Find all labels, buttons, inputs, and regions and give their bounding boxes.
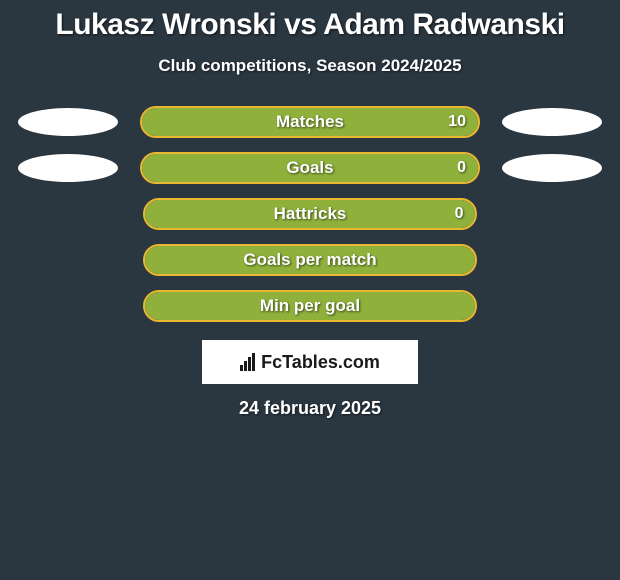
brand-box: FcTables.com (202, 340, 418, 384)
date: 24 february 2025 (0, 398, 620, 419)
stat-label: Min per goal (145, 292, 476, 320)
stat-bar: Matches10 (140, 106, 480, 138)
player-left-oval (18, 154, 118, 182)
comparison-infographic: Lukasz Wronski vs Adam Radwanski Club co… (0, 0, 620, 419)
player-right-oval (502, 154, 602, 182)
player-right-oval (502, 108, 602, 136)
stat-label: Goals (142, 154, 478, 182)
stat-bar: Min per goal (143, 290, 478, 322)
stat-label: Hattricks (145, 200, 476, 228)
stat-bar: Goals0 (140, 152, 480, 184)
subtitle: Club competitions, Season 2024/2025 (0, 56, 620, 76)
stat-row: Min per goal (0, 290, 620, 322)
player-left-oval (18, 108, 118, 136)
page-title: Lukasz Wronski vs Adam Radwanski (0, 8, 620, 42)
stat-row: Matches10 (0, 106, 620, 138)
bar-chart-icon (240, 353, 255, 371)
stats-area: Matches10Goals0Hattricks0Goals per match… (0, 106, 620, 322)
brand-text: FcTables.com (261, 352, 380, 373)
stat-label: Matches (142, 108, 478, 136)
stat-row: Hattricks0 (0, 198, 620, 230)
stat-bar: Goals per match (143, 244, 478, 276)
stat-value: 0 (457, 154, 466, 182)
stat-row: Goals per match (0, 244, 620, 276)
stat-bar: Hattricks0 (143, 198, 478, 230)
stat-value: 10 (448, 108, 466, 136)
brand-inner: FcTables.com (240, 352, 380, 373)
stat-label: Goals per match (145, 246, 476, 274)
stat-row: Goals0 (0, 152, 620, 184)
stat-value: 0 (455, 200, 464, 228)
